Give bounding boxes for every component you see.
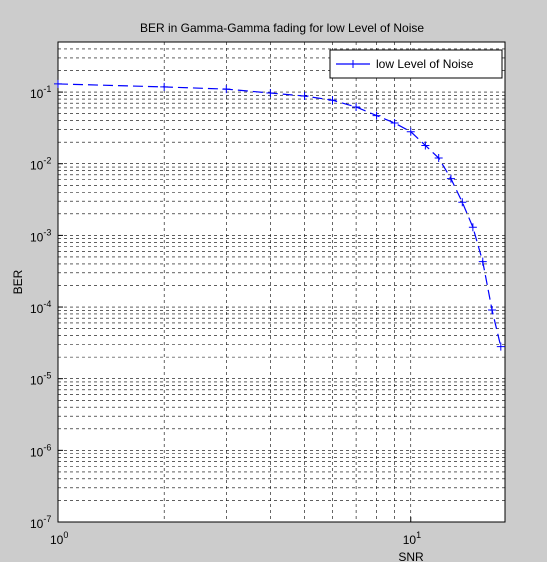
data-marker [478,257,487,266]
data-marker [352,102,361,111]
x-tick-label: 101 [403,530,421,547]
y-axis-label: BER [11,269,25,294]
data-marker [434,154,443,163]
legend-label: low Level of Noise [376,57,474,71]
y-tick-label: 10-1 [30,84,51,101]
data-marker [266,89,275,98]
x-axis-label: SNR [398,550,424,562]
data-marker [406,127,415,136]
data-marker [496,342,505,351]
chart-title: BER in Gamma-Gamma fading for low Level … [140,21,424,35]
y-tick-label: 10-5 [30,371,51,388]
y-tick-label: 10-3 [30,227,51,244]
x-tick-label: 100 [50,530,68,547]
y-tick-label: 10-2 [30,156,51,173]
data-marker [300,92,309,101]
data-marker [160,82,169,91]
data-marker [328,96,337,105]
y-tick-label: 10-6 [30,442,51,459]
data-marker [390,119,399,128]
legend-marker [349,60,357,68]
data-marker [446,174,455,183]
data-marker [458,198,467,207]
y-tick-label: 10-4 [30,299,51,316]
data-marker [468,223,477,232]
data-marker [54,79,62,88]
data-marker [372,111,381,120]
plot-area [58,42,505,522]
data-marker [222,85,231,94]
data-marker [421,141,430,150]
series-line [57,83,502,347]
y-tick-label: 10-7 [30,514,51,531]
data-marker [488,305,497,314]
plot-border [57,41,506,523]
